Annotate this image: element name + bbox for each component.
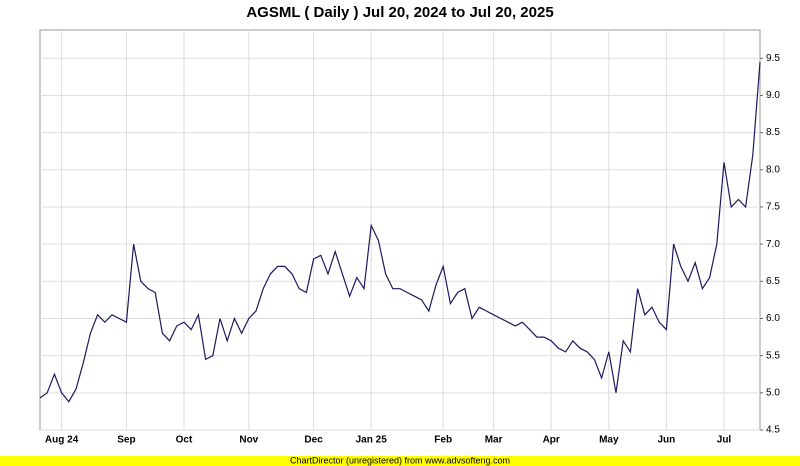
- x-tick-label: Feb: [434, 435, 452, 446]
- chart-title: AGSML ( Daily ) Jul 20, 2024 to Jul 20, …: [246, 4, 553, 21]
- x-tick-label: Jun: [658, 435, 676, 446]
- y-tick-label: 5.5: [766, 350, 780, 361]
- x-tick-label: Nov: [239, 435, 258, 446]
- footer-bar: [0, 456, 800, 466]
- y-tick-label: 9.5: [766, 53, 780, 64]
- price-line: [39, 61, 761, 403]
- x-tick-label: May: [599, 435, 619, 446]
- x-tick-label: Jan 25: [356, 435, 388, 446]
- x-tick-label: Jul: [717, 435, 732, 446]
- x-tick-label: Aug 24: [45, 435, 79, 446]
- x-tick-label: Dec: [304, 435, 323, 446]
- y-tick-label: 7.5: [766, 202, 780, 213]
- y-tick-label: 6.5: [766, 276, 780, 287]
- y-tick-label: 8.0: [766, 164, 780, 175]
- x-tick-label: Apr: [543, 435, 560, 446]
- footer: ChartDirector (unregistered) from www.ad…: [290, 455, 510, 465]
- x-tick-label: Sep: [117, 435, 135, 446]
- y-tick-label: 7.0: [766, 239, 780, 250]
- y-tick-label: 6.0: [766, 313, 780, 324]
- y-tick-label: 5.0: [766, 387, 780, 398]
- y-tick-label: 8.5: [766, 127, 780, 138]
- x-tick-label: Oct: [176, 435, 193, 446]
- y-tick-label: 4.5: [766, 425, 780, 436]
- plot-area: [39, 29, 761, 431]
- x-tick-label: Mar: [485, 435, 503, 446]
- y-tick-label: 9.0: [766, 90, 780, 101]
